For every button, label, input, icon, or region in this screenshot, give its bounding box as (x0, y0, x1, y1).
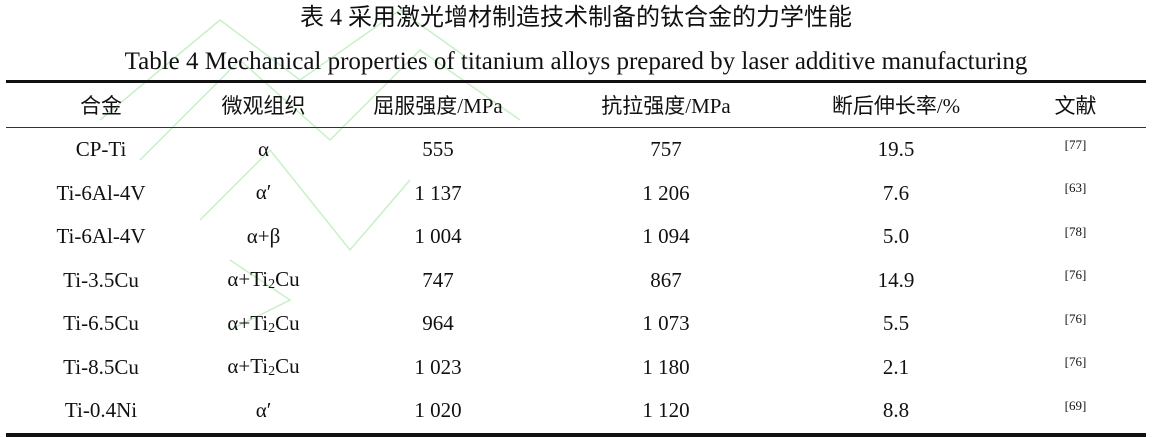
cell-alloy: Ti-3.5Cu (63, 267, 139, 292)
cell-tensile-strength: 1 073 (642, 311, 690, 336)
cell-reference: [76] (1005, 346, 1146, 390)
cell-alloy: Ti-8.5Cu (63, 354, 139, 379)
reference-link[interactable]: [77] (1064, 136, 1087, 152)
cell-alloy: CP-Ti (75, 137, 127, 162)
cell-elongation: 2.1 (882, 354, 910, 379)
table-row: CP-Ti α 555 757 19.5 [77] (6, 128, 1146, 172)
header-row: 合金 微观组织 屈服强度/MPa 抗拉强度/MPa 断后伸长率/% 文献 (6, 81, 1146, 128)
micro-main: α′ (255, 180, 272, 205)
reference-link[interactable]: [63] (1064, 180, 1087, 196)
micro-subscript: 2 (268, 277, 276, 293)
cell-alloy: Ti-6Al-4V (56, 224, 146, 249)
cell-yield-strength: 1 020 (414, 398, 462, 423)
cell-microstructure: α+Ti2Cu (196, 302, 331, 346)
micro-main: α+β (246, 223, 281, 248)
micro-tail: Cu (275, 354, 300, 379)
cell-tensile-strength: 1 120 (642, 398, 690, 423)
micro-subscript: 2 (268, 364, 276, 380)
micro-main: α+Ti (227, 354, 269, 379)
table-row: Ti-6Al-4V α+β 1 004 1 094 5.0 [78] (6, 215, 1146, 259)
cell-yield-strength: 1 004 (414, 224, 462, 249)
micro-main: α+Ti (227, 267, 269, 292)
header-tensile-strength: 抗拉强度/MPa (601, 94, 731, 118)
micro-main: α+Ti (227, 310, 269, 335)
cell-microstructure: α′ (196, 172, 331, 216)
cell-tensile-strength: 1 206 (642, 180, 690, 205)
cell-tensile-strength: 757 (650, 137, 682, 162)
cell-microstructure: α+β (196, 215, 331, 259)
cell-tensile-strength: 1 094 (642, 224, 690, 249)
header-elongation: 断后伸长率/% (831, 94, 961, 118)
cell-yield-strength: 555 (422, 137, 454, 162)
cell-yield-strength: 1 023 (414, 354, 462, 379)
reference-link[interactable]: [69] (1064, 397, 1087, 413)
table-row: Ti-3.5Cu α+Ti2Cu 747 867 14.9 [76] (6, 259, 1146, 303)
cell-reference: [76] (1005, 302, 1146, 346)
cell-microstructure: α′ (196, 389, 331, 435)
header-microstructure: 微观组织 (221, 94, 306, 118)
reference-link[interactable]: [76] (1064, 310, 1087, 326)
micro-subscript: 2 (268, 320, 276, 336)
cell-elongation: 5.5 (882, 311, 910, 336)
cell-yield-strength: 1 137 (414, 180, 462, 205)
table-title-chinese: 表 4 采用激光增材制造技术制备的钛合金的力学性能 (300, 5, 852, 31)
cell-elongation: 14.9 (877, 267, 915, 292)
cell-reference: [78] (1005, 215, 1146, 259)
table-row: Ti-6.5Cu α+Ti2Cu 964 1 073 5.5 [76] (6, 302, 1146, 346)
cell-microstructure: α (196, 128, 331, 172)
mechanical-properties-table: 合金 微观组织 屈服强度/MPa 抗拉强度/MPa 断后伸长率/% 文献 CP-… (6, 80, 1146, 437)
reference-link[interactable]: [76] (1064, 354, 1087, 370)
table-title-english: Table 4 Mechanical properties of titaniu… (124, 48, 1028, 75)
micro-main: α′ (255, 397, 272, 422)
reference-link[interactable]: [76] (1064, 267, 1087, 283)
micro-tail: Cu (275, 267, 300, 292)
cell-alloy: Ti-6Al-4V (56, 180, 146, 205)
cell-elongation: 5.0 (882, 224, 910, 249)
micro-main: α (257, 136, 269, 161)
micro-tail: Cu (275, 310, 300, 335)
cell-tensile-strength: 1 180 (642, 354, 690, 379)
cell-elongation: 8.8 (882, 398, 910, 423)
cell-alloy: Ti-0.4Ni (64, 398, 138, 423)
cell-yield-strength: 964 (422, 311, 454, 336)
cell-microstructure: α+Ti2Cu (196, 346, 331, 390)
header-reference: 文献 (1054, 94, 1097, 118)
cell-elongation: 19.5 (877, 137, 915, 162)
cell-alloy: Ti-6.5Cu (63, 311, 139, 336)
header-yield-strength: 屈服强度/MPa (373, 94, 503, 118)
cell-microstructure: α+Ti2Cu (196, 259, 331, 303)
cell-reference: [76] (1005, 259, 1146, 303)
cell-reference: [63] (1005, 172, 1146, 216)
cell-elongation: 7.6 (882, 180, 910, 205)
reference-link[interactable]: [78] (1064, 223, 1087, 239)
header-alloy: 合金 (80, 94, 122, 118)
table-row: Ti-8.5Cu α+Ti2Cu 1 023 1 180 2.1 [76] (6, 346, 1146, 390)
table-row: Ti-6Al-4V α′ 1 137 1 206 7.6 [63] (6, 172, 1146, 216)
cell-yield-strength: 747 (422, 267, 454, 292)
cell-tensile-strength: 867 (650, 267, 682, 292)
cell-reference: [69] (1005, 389, 1146, 435)
cell-reference: [77] (1005, 128, 1146, 172)
